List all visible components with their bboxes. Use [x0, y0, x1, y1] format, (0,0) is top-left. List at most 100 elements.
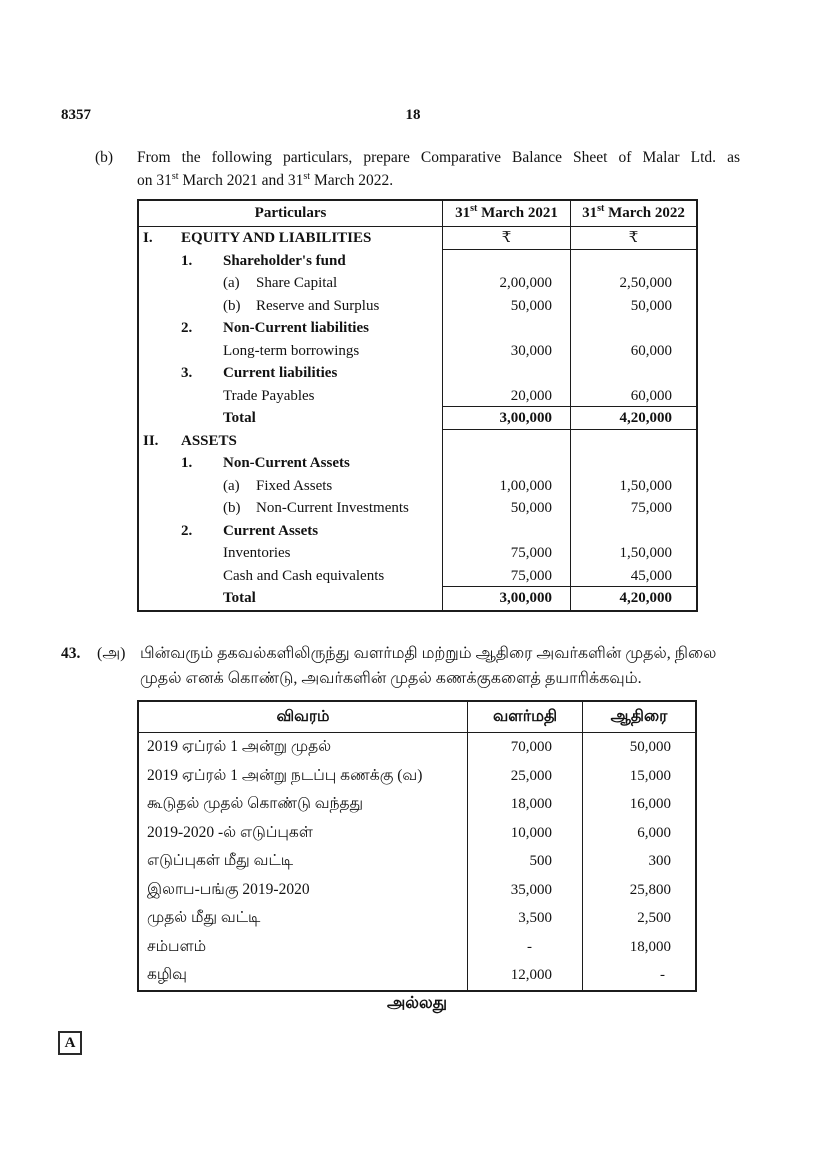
- value-2021-cell: 50,000: [442, 497, 570, 520]
- particulars-cell: கூடுதல் முதல் கொண்டு வந்தது: [147, 795, 364, 812]
- particulars-cell: 1. Non-Current Assets: [139, 452, 442, 475]
- question-b-text: From the following particulars, prepare …: [137, 147, 740, 192]
- valarmathi-value-cell: 500: [467, 847, 582, 876]
- table-row: Inventories 75,000 1,50,000: [139, 542, 696, 565]
- value-2022-cell: [570, 519, 696, 542]
- particulars-cell: Inventories: [139, 542, 442, 565]
- value-2022-cell: [570, 452, 696, 475]
- particulars-cell: Total: [139, 587, 442, 610]
- particulars-cell: 2019-2020 -ல் எடுப்புகள்: [147, 823, 313, 841]
- value-2022-cell: 45,000: [570, 564, 696, 587]
- particulars-cell: எடுப்புகள் மீது வட்டி: [147, 852, 294, 869]
- value-2021-cell: 50,000: [442, 294, 570, 317]
- value-2022-cell: [570, 429, 696, 452]
- row-letter: (b): [223, 500, 241, 516]
- header-2022-day: 31: [582, 205, 598, 221]
- aathirai-value-cell: 16,000: [582, 790, 695, 819]
- value-2022-cell: 1,50,000: [570, 474, 696, 497]
- value-2022-cell: 1,50,000: [570, 542, 696, 565]
- particulars-cell: 2. Current Assets: [139, 520, 442, 543]
- particulars-cell: 2. Non-Current liabilities: [139, 317, 442, 340]
- row-number: 1.: [181, 252, 193, 269]
- table-row: II. ASSETS: [139, 429, 696, 453]
- value-2022-cell: 2,50,000: [570, 272, 696, 295]
- table-row: I. EQUITY AND LIABILITIES ₹ ₹: [139, 227, 696, 250]
- value-2022-cell: 50,000: [570, 294, 696, 317]
- row-label: EQUITY AND LIABILITIES: [181, 230, 372, 246]
- particulars-cell: (a) Fixed Assets: [139, 475, 442, 498]
- aathirai-value-cell: 2,500: [582, 904, 695, 933]
- aathirai-value-cell: 50,000: [582, 733, 695, 762]
- table-row: 2019-2020 -ல் எடுப்புகள் 10,000 6,000: [139, 818, 695, 847]
- capital-accounts-table: விவரம் வளர்மதி ஆதிரை 2019 ஏப்ரல் 1 அன்று…: [137, 700, 697, 992]
- question-43-line2: முதல் எனக் கொண்டு, அவர்களின் முதல் கணக்க…: [140, 670, 642, 687]
- value-2021-cell: 1,00,000: [442, 474, 570, 497]
- row-letter: (b): [223, 297, 241, 314]
- question-b: (b) From the following particulars, prep…: [95, 147, 740, 192]
- table-row: Trade Payables 20,000 60,000: [139, 384, 696, 408]
- row-label: Non-Current Assets: [223, 455, 350, 471]
- row-label: Cash and Cash equivalents: [223, 567, 385, 584]
- particulars-cell: Trade Payables: [139, 385, 442, 408]
- value-2021-cell: 3,00,000: [442, 407, 570, 430]
- table-row: Long-term borrowings 30,000 60,000: [139, 339, 696, 362]
- value-2022-cell: [570, 362, 696, 385]
- header-2021-rest: March 2021: [477, 205, 558, 221]
- value-2022-cell: 4,20,000: [570, 587, 696, 610]
- question-b-label: (b): [95, 149, 114, 166]
- row-label: Inventories: [223, 545, 291, 561]
- aathirai-value-cell: 15,000: [582, 761, 695, 790]
- valarmathi-value-cell: 25,000: [467, 761, 582, 790]
- ordinal-superscript: st: [470, 203, 478, 214]
- table-row: 2019 ஏப்ரல் 1 அன்று முதல் 70,000 50,000: [139, 733, 695, 762]
- table-row: 1. Non-Current Assets: [139, 452, 696, 475]
- row-roman-numeral: I.: [143, 230, 153, 246]
- table-row: 3. Current liabilities: [139, 362, 696, 385]
- aathirai-value-cell: 18,000: [582, 932, 695, 961]
- row-label: Total: [223, 590, 256, 606]
- particulars-cell: 3. Current liabilities: [139, 362, 442, 385]
- value-2021-cell: ₹: [442, 227, 570, 250]
- particulars-cell: சம்பளம்: [147, 937, 207, 955]
- section-marker-box: A: [58, 1031, 82, 1055]
- table-row: சம்பளம் -18,000: [139, 932, 695, 961]
- row-label: Fixed Assets: [256, 477, 333, 494]
- table-row: 2. Current Assets: [139, 519, 696, 543]
- particulars-cell: Total: [139, 407, 442, 430]
- table-row: (b) Non-Current Investments 50,000 75,000: [139, 497, 696, 520]
- valarmathi-value-cell: -: [467, 932, 582, 961]
- value-2021-cell: 75,000: [442, 542, 570, 565]
- table-row: (a) Share Capital 2,00,000 2,50,000: [139, 272, 696, 295]
- ordinal-superscript: st: [171, 170, 179, 182]
- table-row: 1. Shareholder's fund: [139, 249, 696, 273]
- particulars-cell: இலாப-பங்கு 2019-2020: [147, 880, 310, 898]
- particulars-cell: Cash and Cash equivalents: [139, 565, 442, 588]
- particulars-cell: (b) Non-Current Investments: [139, 497, 442, 520]
- table-row: (a) Fixed Assets 1,00,000 1,50,000: [139, 474, 696, 498]
- table-row: Cash and Cash equivalents 75,000 45,000: [139, 564, 696, 588]
- question-43-number: 43.: [61, 645, 81, 662]
- valarmathi-value-cell: 70,000: [467, 733, 582, 762]
- value-2021-cell: [442, 519, 570, 542]
- row-letter: (a): [223, 275, 240, 291]
- value-2022-cell: 60,000: [570, 339, 696, 362]
- question-43-line1: பின்வரும் தகவல்களிலிருந்து வளர்மதி மற்று…: [140, 645, 717, 662]
- column-header-march-2022: 31st March 2022: [570, 201, 696, 226]
- aathirai-value-cell: 6,000: [582, 818, 695, 847]
- column-header-vivaram: விவரம்: [276, 708, 330, 725]
- value-2022-cell: ₹: [570, 227, 696, 250]
- capital-table-header-row: விவரம் வளர்மதி ஆதிரை: [139, 702, 695, 733]
- value-2021-cell: [442, 249, 570, 272]
- value-2021-cell: 20,000: [442, 384, 570, 407]
- column-header-march-2021: 31st March 2021: [442, 201, 570, 226]
- particulars-cell: 1. Shareholder's fund: [139, 250, 442, 273]
- or-divider: அல்லது: [386, 993, 448, 1012]
- row-label: Long-term borrowings: [223, 342, 360, 359]
- row-label: Trade Payables: [223, 387, 315, 404]
- row-number: 3.: [181, 365, 193, 381]
- row-letter: (a): [223, 477, 240, 494]
- particulars-cell: முதல் மீது வட்டி: [147, 909, 261, 926]
- question-b-line2-part: March 2021 and 31: [178, 171, 304, 189]
- table-row: கூடுதல் முதல் கொண்டு வந்தது 18,000 16,000: [139, 790, 695, 819]
- particulars-cell: II. ASSETS: [139, 430, 442, 453]
